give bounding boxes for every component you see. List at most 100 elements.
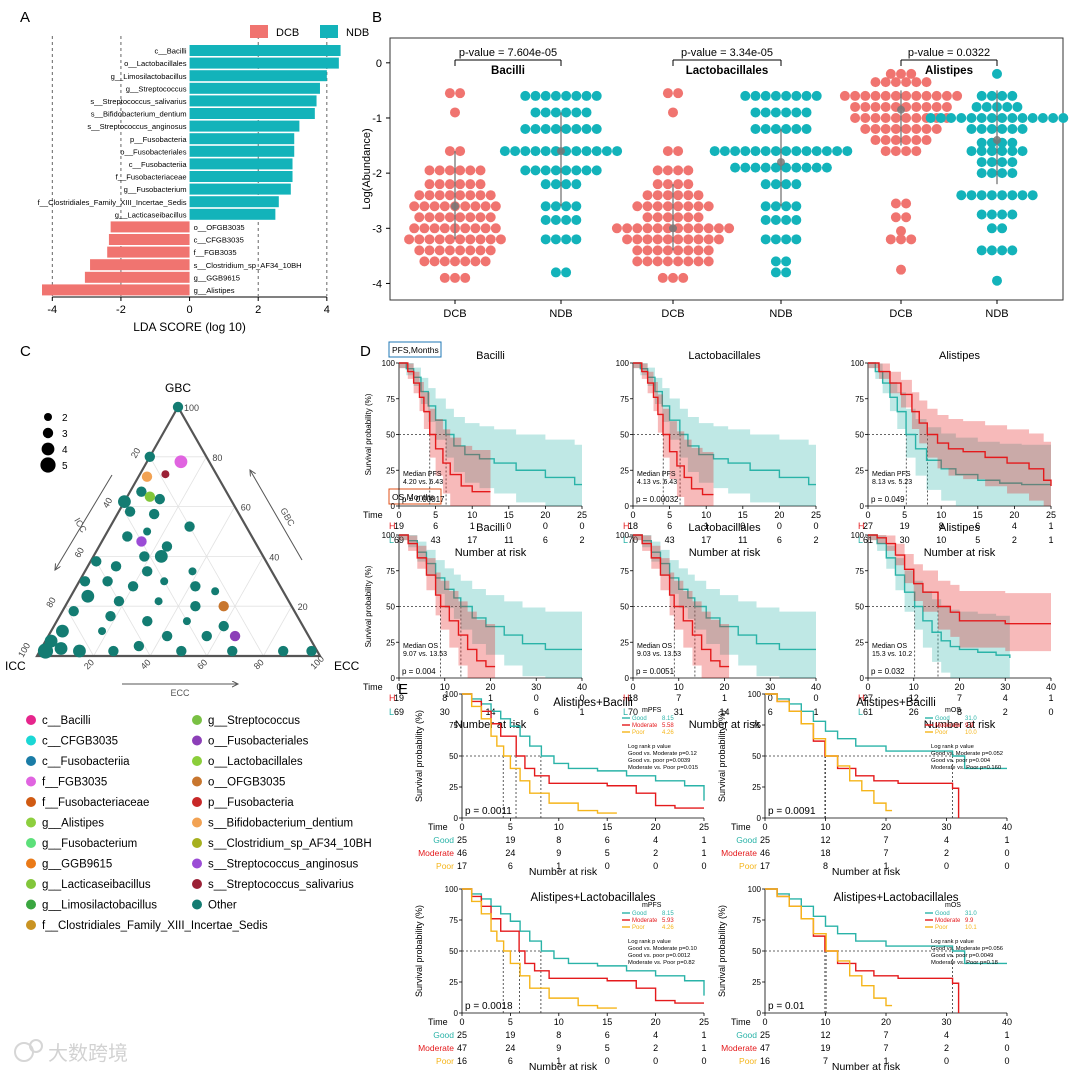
- km-e-logrank-text: Moderate vs. Poor p=0.82: [628, 960, 695, 966]
- color-legend-label: f__Clostridiales_Family_XIII_Incertae_Se…: [42, 920, 268, 932]
- lda-bar: [189, 145, 295, 157]
- dotplot-point: [571, 90, 582, 101]
- dotplot-point: [434, 234, 445, 245]
- risk-time-value: 0: [396, 510, 401, 520]
- km-e-legend-value: 9.9: [965, 918, 974, 924]
- ternary-point: [174, 455, 188, 469]
- dotplot-point: [419, 201, 430, 212]
- ternary-point: [108, 645, 119, 657]
- km-confidence-band: [868, 363, 1051, 506]
- ternary-axis-gbc: GBC: [165, 381, 191, 395]
- dotplot-point: [693, 245, 704, 256]
- dotplot-point: [966, 146, 977, 157]
- dotplot-point: [713, 234, 724, 245]
- ternary-point: [102, 576, 113, 587]
- km-y-axis-title: Survival probability (%): [364, 393, 373, 475]
- dotplot-point: [480, 201, 491, 212]
- ternary-point: [229, 630, 241, 642]
- dotplot-point: [530, 90, 541, 101]
- dotplot-point: [540, 146, 551, 157]
- dotplot-point: [652, 179, 663, 190]
- km-confidence-band: [868, 363, 1051, 506]
- km-panel-title: Lactobacillales: [688, 522, 761, 534]
- lda-bar-label: o__OFGB3035: [194, 223, 245, 232]
- dotplot-point: [465, 190, 476, 201]
- km-y-tick-label: 0: [391, 674, 396, 683]
- risk-e-value: 19: [820, 1043, 830, 1053]
- km-e-logrank-text: Good vs. poor p=0.004: [931, 758, 991, 764]
- ternary-tick-label-icc: 80: [44, 596, 58, 610]
- km-y-tick-label: 75: [620, 567, 629, 576]
- dotplot-point: [901, 77, 912, 88]
- dotplot-point: [901, 135, 912, 146]
- dotplot-point: [997, 146, 1008, 157]
- dotplot-point: [750, 90, 761, 101]
- ternary-grid-line: [263, 606, 292, 657]
- dotplot-point: [683, 234, 694, 245]
- lda-bar-label: f__FGB3035: [194, 248, 237, 257]
- km-y-tick-label: 0: [757, 1009, 762, 1018]
- dotplot-point: [1007, 112, 1018, 123]
- dotplot-point: [935, 112, 946, 123]
- dotplot-point: [709, 146, 720, 157]
- risk-time-value: 0: [396, 682, 401, 692]
- lda-bar: [189, 196, 279, 208]
- dotplot-point: [781, 234, 792, 245]
- km-survival-curve: [462, 693, 704, 809]
- dotplot-median-point: [451, 202, 459, 211]
- color-legend-label: f__FGB3035: [42, 777, 107, 789]
- dotplot-point: [683, 179, 694, 190]
- risk-e-value: 0: [944, 861, 949, 871]
- dotplot-point: [760, 90, 771, 101]
- dotplot-point: [781, 107, 792, 118]
- dotplot-point: [781, 215, 792, 226]
- dotplot-point: [510, 146, 521, 157]
- km-y-tick-label: 25: [386, 466, 395, 475]
- risk-e-time-label: Time: [428, 1017, 448, 1027]
- ternary-point: [139, 551, 150, 562]
- km-section-box: [388, 488, 442, 505]
- color-legend-label: g__Lacticaseibacillus: [42, 879, 151, 891]
- dotplot-point: [890, 90, 901, 101]
- dotplot-point: [475, 245, 486, 256]
- ternary-point: [56, 624, 69, 638]
- km-e-legend-value: 31.0: [965, 716, 977, 722]
- risk-e-value: 1: [701, 1030, 706, 1040]
- color-legend-label: g__Streptococcus: [208, 715, 300, 727]
- dotplot-point: [986, 124, 997, 135]
- dotplot-point: [652, 234, 663, 245]
- dotplot-point: [870, 101, 881, 112]
- dotplot-point: [941, 101, 952, 112]
- color-legend-swatch: [192, 899, 202, 910]
- km-y-tick-label: 25: [752, 783, 761, 792]
- km-y-tick-label: 0: [757, 814, 762, 823]
- color-legend-label: g__GGB9615: [42, 859, 112, 871]
- km-e-y-axis-title: Survival probability (%): [717, 710, 727, 802]
- dotplot-point: [1027, 112, 1038, 123]
- risk-time-label: Time: [363, 682, 383, 692]
- size-legend-point: [42, 427, 54, 439]
- lda-bar-label: c__Fusobacteriia: [129, 160, 188, 169]
- color-legend-swatch: [192, 715, 202, 725]
- risk-e-value: 2: [944, 1043, 949, 1053]
- risk-e-value: 25: [760, 1030, 770, 1040]
- dotplot-point: [976, 245, 987, 256]
- dotplot-point: [997, 124, 1008, 135]
- dotplot-point: [465, 212, 476, 223]
- dotplot-point: [424, 179, 435, 190]
- km-e-y-axis-title: Survival probability (%): [414, 710, 424, 802]
- risk-e-value: 6: [605, 1030, 610, 1040]
- dotplot-point: [986, 223, 997, 234]
- color-legend-swatch: [192, 879, 202, 889]
- dotplot-point: [986, 245, 997, 256]
- risk-time-value: 30: [1000, 682, 1010, 692]
- dotplot-point: [976, 209, 987, 220]
- dotplot-point: [791, 146, 802, 157]
- size-legend-label: 2: [62, 413, 68, 424]
- dotplot-point: [770, 107, 781, 118]
- km-survival-curve: [399, 362, 491, 493]
- dotplot-point: [632, 245, 643, 256]
- dotplot-point: [976, 124, 987, 135]
- dotplot-point: [455, 212, 466, 223]
- dotplot-point: [434, 245, 445, 256]
